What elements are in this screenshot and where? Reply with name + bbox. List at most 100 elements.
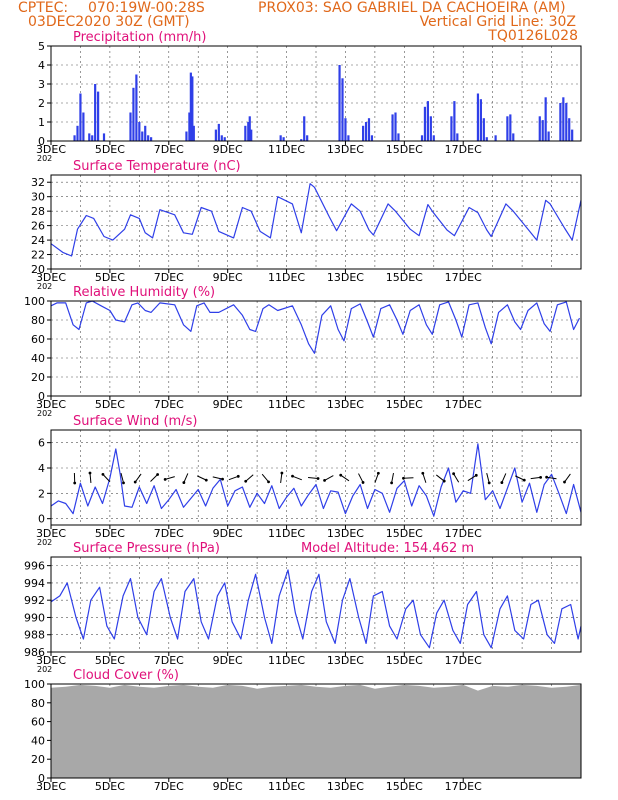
cloud-cover-xtick-label: 13DEC xyxy=(327,780,364,793)
cloud-cover-xtick-label: 11DEC xyxy=(268,780,305,793)
precipitation-xtick-label: 11DEC xyxy=(268,143,305,156)
wind-arrow xyxy=(120,473,124,483)
precipitation-bar xyxy=(150,137,153,141)
temperature-ytick-label: 28 xyxy=(31,205,45,218)
wind-arrow xyxy=(212,476,223,480)
temperature-series-line xyxy=(50,183,582,257)
wind-arrow-head xyxy=(442,479,446,483)
precipitation-xtick-label: 15DEC xyxy=(386,143,423,156)
precipitation-bar xyxy=(129,112,132,141)
temperature-xtick-label: 15DEC xyxy=(386,271,423,284)
wind-arrow-head xyxy=(545,475,549,479)
wind-xtick-label: 11DEC xyxy=(268,527,305,540)
cloud-cover-ytick-label: 0 xyxy=(38,772,45,785)
humidity-series-line xyxy=(50,300,581,354)
pressure-ytick-label: 996 xyxy=(24,560,45,573)
precipitation-bar xyxy=(479,99,482,141)
precipitation-bar xyxy=(397,133,400,141)
wind-xtick-label: 15DEC xyxy=(386,527,423,540)
wind-ytick-label: 0 xyxy=(38,513,45,526)
temperature-xtick-label: 5DEC xyxy=(95,271,125,284)
precipitation-bar xyxy=(494,135,497,141)
humidity-xtick-label: 9DEC xyxy=(213,398,243,411)
precipitation-bar xyxy=(450,116,453,141)
wind-ytick-label: 2 xyxy=(38,487,45,500)
precipitation-bar xyxy=(188,112,191,141)
cloud-cover-ytick-label: 40 xyxy=(31,734,45,747)
wind-xtick-label: 7DEC xyxy=(154,527,184,540)
humidity-ytick-label: 100 xyxy=(24,295,45,308)
precipitation-bar xyxy=(420,135,424,141)
header-run-date: 03DEC2020 30Z (GMT) xyxy=(28,14,190,30)
pressure-xtick-label: 5DEC xyxy=(95,654,125,667)
wind-arrow xyxy=(324,475,334,481)
precipitation-bar xyxy=(367,118,371,141)
temperature-ytick-label: 26 xyxy=(31,220,45,233)
pressure-ytick-label: 986 xyxy=(24,646,45,659)
precipitation-bar xyxy=(544,97,547,141)
precipitation-bar xyxy=(562,97,565,141)
humidity-ytick-label: 20 xyxy=(31,371,45,384)
wind-arrow xyxy=(501,473,507,483)
precipitation-bar xyxy=(189,72,192,141)
temperature-xtick-label: 7DEC xyxy=(154,271,184,284)
temperature-frame xyxy=(50,174,582,270)
precipitation-year-label: 202 xyxy=(37,154,52,163)
cloud-cover-xtick-label: 9DEC xyxy=(213,780,243,793)
pressure-xtick-label: 17DEC xyxy=(445,654,482,667)
wind-arrow xyxy=(183,473,189,483)
humidity-title: Relative Humidity (%) xyxy=(73,285,215,300)
temperature-xtick-label: 9DEC xyxy=(213,271,243,284)
precipitation-xtick-label: 13DEC xyxy=(327,143,364,156)
precipitation-bar xyxy=(547,131,550,141)
precipitation-bar xyxy=(144,125,147,141)
precipitation-bar xyxy=(565,103,568,141)
wind-arrow xyxy=(403,477,414,479)
wind-arrow-head xyxy=(236,474,240,478)
pressure-year-label: 202 xyxy=(37,665,52,674)
precipitation-bar xyxy=(217,123,220,141)
pressure-ytick-label: 990 xyxy=(24,611,45,624)
precipitation-bar xyxy=(538,116,541,141)
precipitation-bar xyxy=(223,137,226,141)
wind-arrow-head xyxy=(402,476,405,480)
humidity-ytick-label: 0 xyxy=(38,390,45,403)
wind-series-line xyxy=(50,443,582,517)
cloud-cover-ytick-label: 60 xyxy=(31,716,45,729)
precipitation-bar xyxy=(147,135,150,141)
humidity-xtick-label: 5DEC xyxy=(95,398,125,411)
temperature-xtick-label: 3DEC xyxy=(36,271,66,284)
precipitation-bar xyxy=(571,129,574,141)
precipitation-bar xyxy=(279,135,282,141)
wind-arrow-head xyxy=(390,481,394,485)
wind-xtick-label: 13DEC xyxy=(327,527,364,540)
humidity-ytick-label: 80 xyxy=(31,314,45,327)
wind-arrow-head xyxy=(323,479,326,482)
wind-arrow xyxy=(280,472,283,484)
wind-arrow-head xyxy=(204,478,208,482)
wind-arrow xyxy=(292,475,302,481)
precipitation-xtick-label: 5DEC xyxy=(95,143,125,156)
wind-arrow xyxy=(564,473,571,483)
pressure-ytick-label: 992 xyxy=(24,594,45,607)
precipitation-bar xyxy=(306,135,309,141)
precipitation-bar xyxy=(429,116,432,141)
cloud-cover-ytick-label: 20 xyxy=(31,753,45,766)
wind-arrow-head xyxy=(101,472,105,476)
cloud-cover-xtick-label: 7DEC xyxy=(154,780,184,793)
precipitation-bar xyxy=(364,122,368,141)
humidity-xtick-label: 11DEC xyxy=(268,398,305,411)
wind-arrow-head xyxy=(339,473,343,477)
cloud-cover-frame xyxy=(50,683,582,779)
cloud-cover-area xyxy=(51,684,581,778)
wind-arrow-head xyxy=(156,473,159,476)
precipitation-bar xyxy=(79,93,82,141)
precipitation-bar xyxy=(191,76,194,141)
temperature-xtick-label: 13DEC xyxy=(327,271,364,284)
wind-arrow xyxy=(340,474,350,482)
temperature-xtick-label: 17DEC xyxy=(445,271,482,284)
temperature-year-label: 202 xyxy=(37,282,52,291)
pressure-frame xyxy=(50,556,582,653)
humidity-year-label: 202 xyxy=(37,409,52,418)
cloud-cover-xtick-label: 17DEC xyxy=(445,780,482,793)
